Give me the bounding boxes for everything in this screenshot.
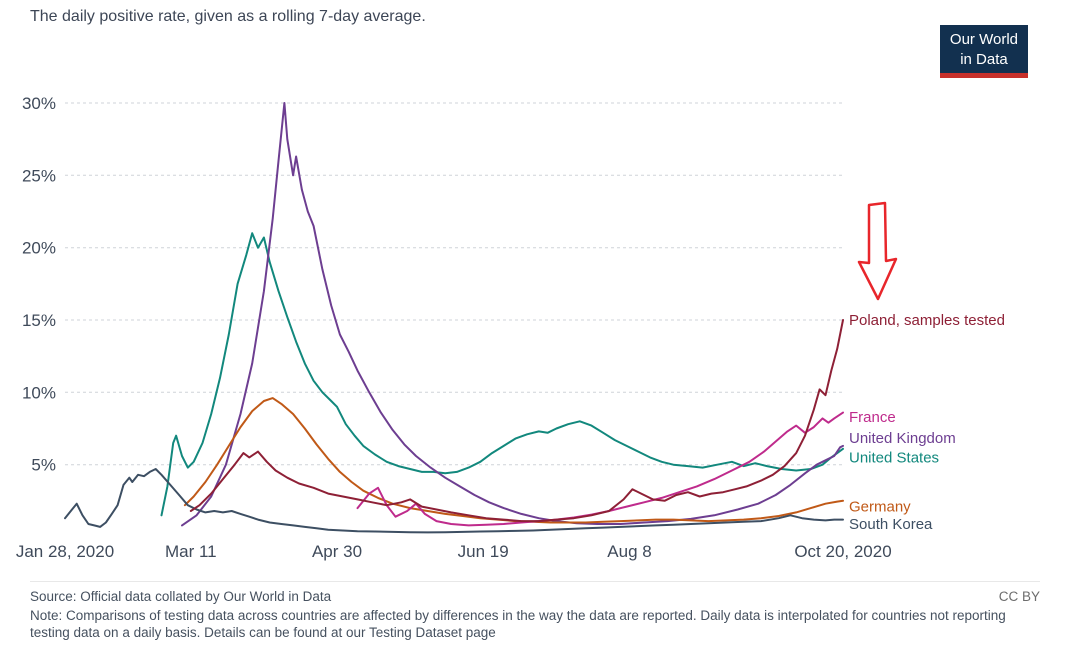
- x-tick-label: Jun 19: [458, 542, 509, 561]
- page-title: The daily positive rate, given as a roll…: [30, 8, 426, 25]
- series-line-germany: [183, 397, 844, 524]
- chart-footer: Source: Official data collated by Our Wo…: [30, 581, 1040, 642]
- note-text: Note: Comparisons of testing data across…: [30, 607, 1006, 640]
- series-line-united-kingdom: [181, 102, 844, 527]
- x-tick-label: Aug 8: [607, 542, 651, 561]
- license-badge: CC BY: [998, 589, 1040, 604]
- x-tick-label: Jan 28, 2020: [16, 542, 114, 561]
- owid-logo-line2: in Data: [960, 50, 1008, 68]
- series-label-poland: Poland, samples tested: [849, 312, 1005, 329]
- source-text: Source: Official data collated by Our Wo…: [30, 589, 332, 604]
- x-tick-label: Oct 20, 2020: [794, 542, 891, 561]
- y-tick-label: 25%: [22, 166, 56, 185]
- y-tick-label: 15%: [22, 311, 56, 330]
- owid-logo-line1: Our World: [949, 31, 1018, 48]
- series-label-south-korea: South Korea: [849, 516, 933, 533]
- series-line-poland: [189, 319, 844, 523]
- y-tick-label: 30%: [22, 94, 56, 113]
- series-line-south-korea: [64, 468, 844, 534]
- y-tick-label: 5%: [31, 456, 56, 475]
- x-tick-label: Mar 11: [165, 542, 217, 561]
- series-label-united-states: United States: [849, 449, 939, 466]
- y-tick-label: 20%: [22, 239, 56, 258]
- annotation-arrow-icon: [857, 201, 898, 301]
- series-label-france: France: [849, 409, 896, 426]
- x-tick-label: Apr 30: [312, 542, 362, 561]
- series-line-united-states: [160, 232, 844, 517]
- owid-logo: Our World in Data: [939, 25, 1028, 78]
- line-chart: 5% 10% 15% 20% 25% 30% Jan 28, 2020 Mar 11 Apr 3…: [16, 94, 1005, 561]
- series-label-united-kingdom: United Kingdom: [849, 430, 956, 447]
- y-tick-label: 10%: [22, 383, 56, 402]
- series-label-germany: Germany: [849, 499, 911, 516]
